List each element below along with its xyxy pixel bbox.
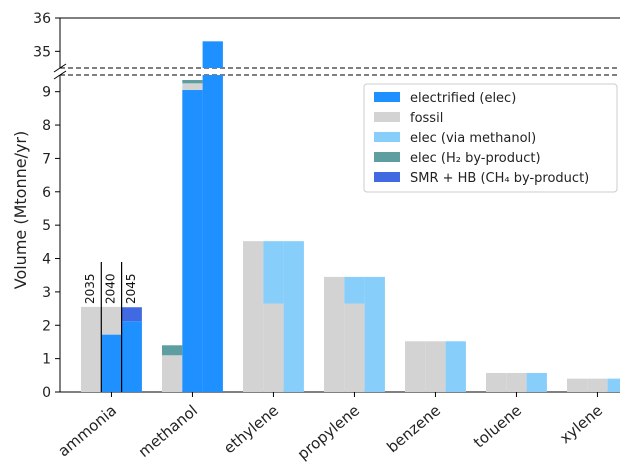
axis-break-mark-lower bbox=[53, 70, 67, 80]
y-tick-label: 4 bbox=[42, 252, 51, 268]
year-label-2045: 2045 bbox=[124, 273, 138, 304]
bar-ethylene-2035-fossil bbox=[243, 241, 264, 392]
bar-ethylene-2040-elec_via_methanol bbox=[263, 241, 284, 304]
y-tick-label: 35 bbox=[33, 44, 51, 60]
legend-swatch-electrified bbox=[374, 92, 400, 102]
bar-propylene-2045-elec_via_methanol bbox=[364, 276, 385, 392]
y-tick-label: 0 bbox=[42, 385, 51, 401]
bar-benzene-2040-fossil bbox=[425, 341, 446, 392]
x-tick-label-toluene: toluene bbox=[470, 401, 525, 451]
bar-methanol-2035-elec_h2_byproduct bbox=[162, 345, 183, 356]
bar-propylene-2040-fossil bbox=[344, 303, 365, 392]
y-tick-label: 1 bbox=[42, 352, 51, 368]
legend-swatch-elec_h2_byproduct bbox=[374, 152, 400, 162]
legend-box bbox=[363, 83, 618, 193]
y-tick-label: 9 bbox=[42, 85, 51, 101]
legend-label-fossil: fossil bbox=[410, 111, 443, 126]
x-tick-label-methanol: methanol bbox=[135, 401, 201, 461]
legend-swatch-fossil bbox=[374, 112, 400, 122]
bar-methanol-2040-elec_h2_byproduct bbox=[182, 80, 203, 84]
year-label-2040: 2040 bbox=[103, 273, 117, 304]
bar-propylene-2040-elec_via_methanol bbox=[344, 276, 365, 304]
bar-xylene-2045-elec_via_methanol bbox=[607, 378, 620, 392]
y-tick-label: 3 bbox=[42, 285, 51, 301]
bar-ammonia-2045-electrified bbox=[121, 321, 142, 392]
bar-ammonia-2040-fossil bbox=[101, 306, 122, 335]
axis-break-mark-upper bbox=[53, 63, 67, 73]
legend: electrified (elec) fossil elec (via methan… bbox=[363, 83, 618, 193]
x-tick-label-xylene: xylene bbox=[556, 401, 606, 447]
year-label-2035: 2035 bbox=[83, 273, 97, 304]
bar-toluene-2035-fossil bbox=[486, 372, 507, 392]
legend-label-elec_h2_byproduct: elec (H₂ by-product) bbox=[410, 151, 541, 166]
bar-toluene-2040-fossil bbox=[506, 372, 527, 392]
legend-label-electrified: electrified (elec) bbox=[410, 91, 516, 106]
bar-methanol-2045-electrified bbox=[202, 75, 223, 392]
y-tick-label: 8 bbox=[42, 118, 51, 134]
y-tick-label: 6 bbox=[42, 185, 51, 201]
bar-propylene-2035-fossil bbox=[324, 276, 345, 392]
y-axis-label: Volume (Mtonne/yr) bbox=[11, 131, 30, 290]
bar-methanol-2035-fossil bbox=[162, 355, 183, 392]
bar-benzene-2045-elec_via_methanol bbox=[445, 341, 466, 392]
y-tick-label: 2 bbox=[42, 318, 51, 334]
bar-methanol-2040-fossil bbox=[182, 83, 203, 91]
bar-methanol-2040-electrified bbox=[182, 90, 203, 392]
y-tick-label: 36 bbox=[33, 11, 51, 27]
legend-label-elec_via_methanol: elec (via methanol) bbox=[410, 131, 536, 146]
bar-toluene-2045-elec_via_methanol bbox=[526, 372, 547, 392]
x-tick-label-ethylene: ethylene bbox=[220, 401, 282, 457]
legend-swatch-elec_via_methanol bbox=[374, 132, 400, 142]
legend-label-smr_hb: SMR + HB (CH₄ by-product) bbox=[410, 171, 589, 186]
bar-xylene-2040-fossil bbox=[587, 378, 608, 392]
bar-methanol-2045-electrified-upper bbox=[202, 41, 223, 68]
bar-ammonia-2040-electrified bbox=[101, 334, 122, 392]
bar-ethylene-2040-fossil bbox=[263, 303, 284, 392]
y-tick-label: 5 bbox=[42, 218, 51, 234]
bar-ammonia-2035-fossil bbox=[81, 306, 102, 392]
y-tick-label: 7 bbox=[42, 151, 51, 167]
bar-xylene-2035-fossil bbox=[567, 378, 588, 392]
x-tick-label-propylene: propylene bbox=[294, 401, 363, 463]
x-tick-label-benzene: benzene bbox=[383, 401, 444, 456]
bar-ammonia-2045-smr_hb bbox=[121, 307, 142, 322]
legend-swatch-smr_hb bbox=[374, 172, 400, 182]
bar-ethylene-2045-elec_via_methanol bbox=[283, 241, 304, 392]
bar-benzene-2035-fossil bbox=[405, 341, 426, 392]
x-tick-label-ammonia: ammonia bbox=[54, 401, 120, 460]
